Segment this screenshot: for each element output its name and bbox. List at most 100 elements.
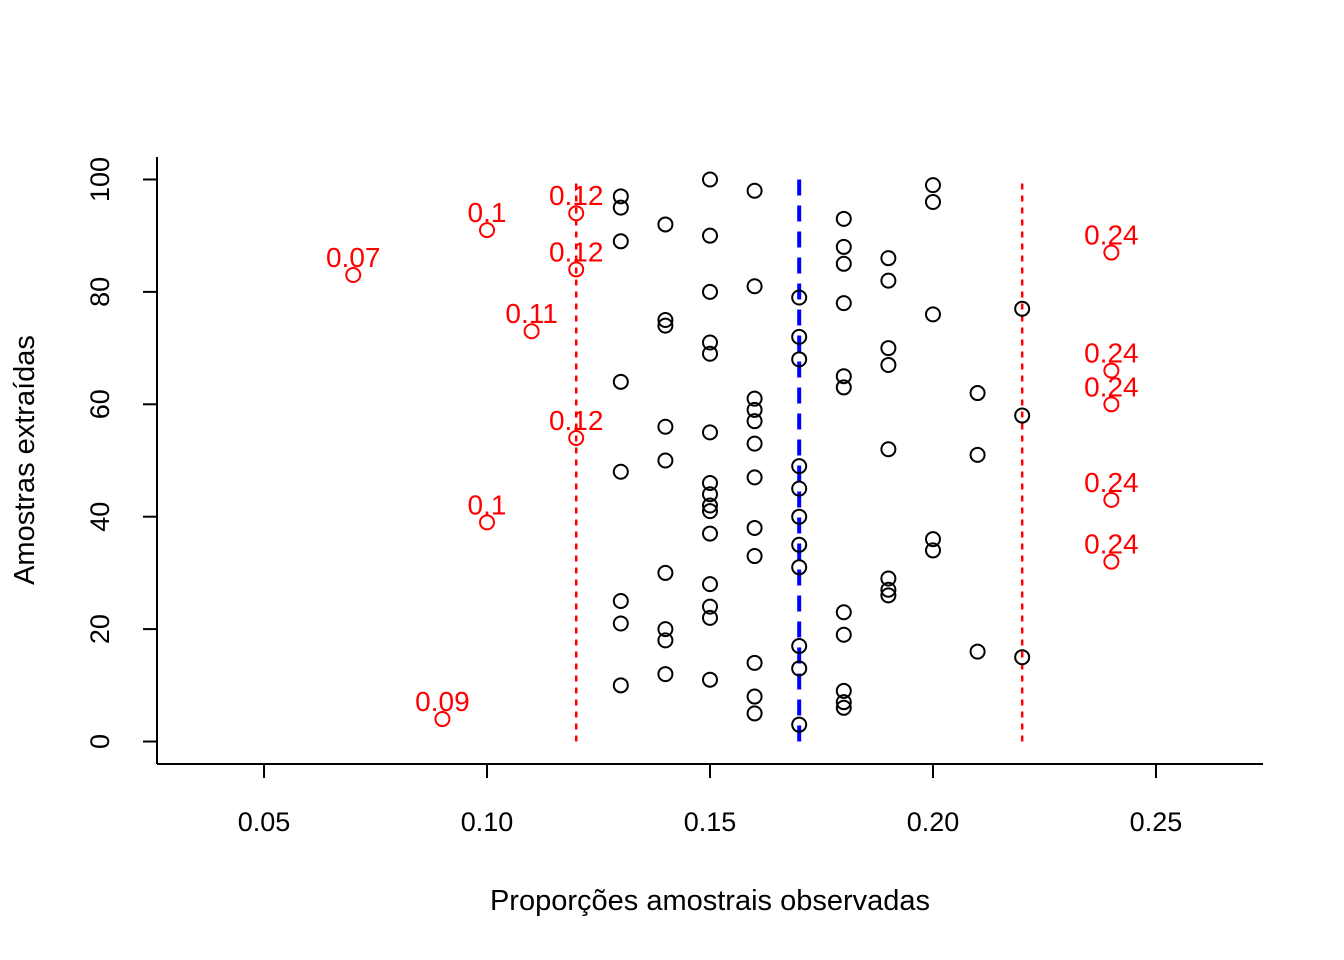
x-tick-label: 0.05	[238, 807, 291, 837]
point-value-label: 0.07	[326, 242, 381, 273]
data-point	[791, 559, 808, 576]
point-value-label: 0.24	[1084, 371, 1139, 402]
data-point	[612, 615, 629, 632]
data-point	[657, 452, 674, 469]
data-point	[835, 368, 852, 385]
data-point	[702, 576, 718, 593]
data-point	[924, 193, 941, 210]
data-point	[702, 424, 718, 441]
data-point	[702, 497, 718, 514]
outlier-point	[523, 323, 540, 340]
data-point	[924, 531, 941, 548]
data-point	[702, 283, 718, 300]
outlier-point	[479, 514, 496, 531]
data-point	[702, 671, 718, 688]
data-point	[657, 216, 674, 233]
data-point	[702, 171, 718, 188]
data-point	[969, 385, 986, 402]
data-point	[657, 564, 674, 581]
data-point	[791, 480, 808, 497]
data-point	[835, 238, 852, 255]
outlier-point	[1103, 362, 1120, 379]
data-point	[835, 295, 852, 312]
data-point	[702, 334, 718, 351]
outlier-point	[1103, 553, 1120, 570]
point-value-label: 0.24	[1084, 338, 1139, 369]
data-point	[746, 688, 763, 705]
data-point	[791, 458, 808, 475]
outlier-point	[568, 205, 585, 222]
data-point	[969, 446, 986, 463]
data-point	[657, 317, 674, 334]
y-tick-label: 80	[85, 277, 115, 307]
data-point	[746, 401, 763, 418]
outlier-point	[1103, 396, 1120, 413]
data-point	[657, 621, 674, 638]
data-point	[702, 474, 718, 491]
outlier-point	[345, 267, 362, 284]
point-value-label: 0.24	[1084, 467, 1139, 498]
point-value-label: 0.09	[415, 686, 470, 717]
data-point	[835, 694, 852, 711]
y-tick-label: 100	[85, 157, 115, 202]
data-point	[746, 278, 763, 295]
data-point	[791, 536, 808, 553]
outlier-point	[1103, 244, 1120, 261]
point-value-label: 0.11	[505, 298, 557, 329]
data-point	[702, 503, 718, 520]
data-point	[835, 626, 852, 643]
data-point	[746, 519, 763, 536]
data-point	[791, 289, 808, 306]
data-point	[702, 227, 718, 244]
x-tick-label: 0.25	[1130, 807, 1183, 837]
data-point	[791, 328, 808, 345]
data-point	[612, 593, 629, 610]
point-value-label: 0.1	[468, 489, 507, 520]
point-value-label: 0.1	[468, 197, 507, 228]
y-tick-label: 20	[85, 614, 115, 644]
data-point	[657, 666, 674, 683]
data-point	[880, 272, 897, 289]
data-point	[746, 548, 763, 565]
x-tick-label: 0.20	[907, 807, 960, 837]
data-point	[657, 311, 674, 328]
data-point	[924, 177, 941, 194]
point-value-label: 0.24	[1084, 529, 1139, 560]
data-point	[835, 255, 852, 272]
data-point	[657, 632, 674, 649]
data-point	[791, 716, 808, 733]
data-point	[880, 570, 897, 587]
data-point	[746, 705, 763, 722]
point-labels: 0.090.240.10.240.120.240.240.110.07 0.120…	[326, 180, 1139, 717]
axes: 0.05 0.10 0.15 0.20 0.25 0 20 40 60 80 100	[85, 157, 1263, 837]
x-axis-label: Proporções amostrais observadas	[490, 885, 930, 917]
data-point	[791, 351, 808, 368]
outlier-point	[568, 430, 585, 447]
data-point	[835, 379, 852, 396]
data-points	[345, 171, 1120, 733]
data-point	[612, 188, 629, 205]
data-point	[835, 210, 852, 227]
y-tick-label: 40	[85, 502, 115, 532]
data-point	[746, 390, 763, 407]
data-point	[924, 306, 941, 323]
reference-lines	[574, 179, 1024, 742]
data-point	[924, 542, 941, 559]
data-point	[880, 356, 897, 373]
data-point	[612, 199, 629, 216]
data-point	[702, 345, 718, 362]
x-tick-label: 0.15	[684, 807, 737, 837]
data-point	[612, 373, 629, 390]
y-tick-label: 0	[85, 734, 115, 749]
data-point	[880, 441, 897, 458]
data-point	[702, 486, 718, 503]
data-point	[746, 469, 763, 486]
data-point	[835, 699, 852, 716]
data-point	[791, 660, 808, 677]
point-value-label: 0.12	[549, 405, 604, 436]
data-point	[657, 418, 674, 435]
point-value-label: 0.12	[549, 236, 604, 267]
point-value-label: 0.24	[1084, 220, 1139, 251]
point-value-label: 0.12	[549, 180, 604, 211]
